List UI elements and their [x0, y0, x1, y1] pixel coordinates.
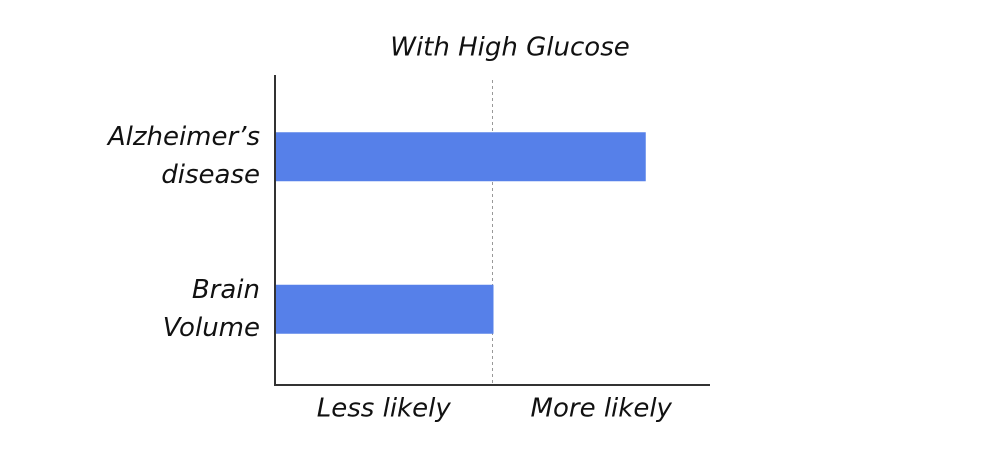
x-axis-label: More likely	[531, 394, 673, 424]
y-tick-label: Alzheimer’s disease	[107, 122, 260, 191]
chart-title: With High Glucose	[390, 33, 629, 63]
x-axis-label: Less likely	[317, 394, 452, 424]
y-tick-label: Brain Volume	[162, 274, 260, 343]
bar	[276, 132, 646, 182]
bar	[276, 284, 494, 334]
